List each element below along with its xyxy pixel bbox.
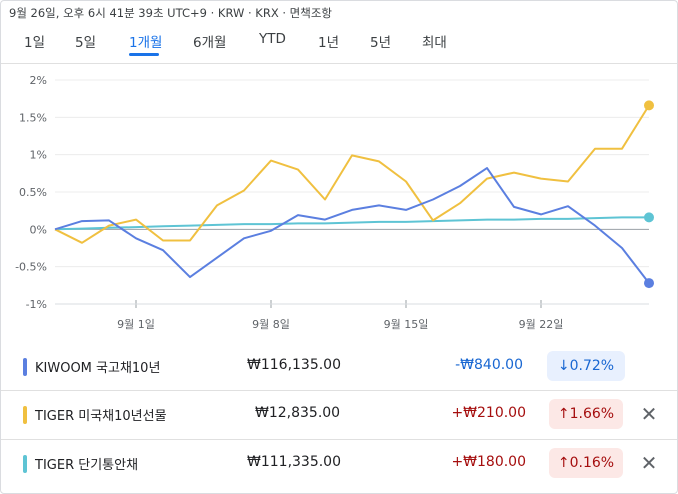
security-name: TIGER 미국채10년선물 [35,409,167,424]
x-tick-label: 9월 1일 [117,317,155,331]
series-line [54,216,649,231]
change-percent-badge: ↓0.72% [547,351,625,381]
x-tick-label: 9월 8일 [252,317,290,331]
series-end-point [644,278,654,289]
tab-1y[interactable]: 1년 [318,35,340,51]
y-tick-label: -1% [26,298,47,311]
y-tick-label: -0.5% [15,261,47,274]
timestamp-disclaimer: 9월 26일, 오후 6시 41분 39초 UTC+9 · KRW · KRX … [9,6,332,20]
price: ₩111,335.00 [247,454,342,470]
comparison-chart[interactable]: 2% 1.5% 1% 0.5% 0% -0.5% -1% 9월 1일 9월 8일 9월 15일 9월… [1,63,677,343]
change-amount: -₩840.00 [455,357,523,373]
tab-max[interactable]: 최대 [422,35,447,51]
series-line [54,104,650,244]
list-item-tiger-short[interactable]: TIGER 단기통안채 ₩111,335.00 +₩180.00 ↑0.16% … [1,442,677,486]
tab-5d[interactable]: 5일 [75,35,97,51]
y-tick-label: 0% [30,223,47,236]
price: ₩116,135.00 [247,357,342,373]
y-tick-label: 0.5% [19,186,47,199]
list-item-tiger-us10y[interactable]: TIGER 미국채10년선물 ₩12,835.00 +₩210.00 ↑1.66… [1,393,677,437]
series-color-swatch [23,406,27,424]
remove-comparison-icon[interactable]: ✕ [640,402,658,426]
row-divider [1,439,677,440]
tab-1m[interactable]: 1개월 [129,35,163,51]
series-end-point [644,100,654,111]
range-tabs: 1일 5일 1개월 6개월 YTD 1년 5년 최대 [1,31,677,56]
series-end-point [644,212,654,223]
series-color-swatch [23,358,27,376]
change-percent-badge: ↑1.66% [549,399,623,429]
change-percent-badge: ↑0.16% [549,448,623,478]
remove-comparison-icon[interactable]: ✕ [640,451,658,475]
chart-top-divider [1,63,677,64]
y-tick-label: 1% [30,149,47,162]
price: ₩12,835.00 [255,405,341,421]
y-tick-label: 1.5% [19,111,47,124]
y-tick-label: 2% [30,74,47,87]
security-name: TIGER 단기통안채 [35,458,139,473]
change-amount: +₩180.00 [451,454,526,470]
tab-1d[interactable]: 1일 [24,35,46,51]
tab-ytd[interactable]: YTD [259,31,286,47]
active-tab-indicator [129,53,159,56]
tab-6m[interactable]: 6개월 [193,35,227,51]
change-amount: +₩210.00 [451,405,526,421]
x-tick-label: 9월 15일 [384,317,429,331]
security-name: KIWOOM 국고채10년 [35,361,161,376]
series-color-swatch [23,455,27,473]
row-divider [1,390,677,391]
series-line [54,167,650,284]
x-tick-label: 9월 22일 [519,317,564,331]
tab-5y[interactable]: 5년 [370,35,392,51]
list-item-kiwoom[interactable]: KIWOOM 국고채10년 ₩116,135.00 -₩840.00 ↓0.72… [1,345,677,389]
